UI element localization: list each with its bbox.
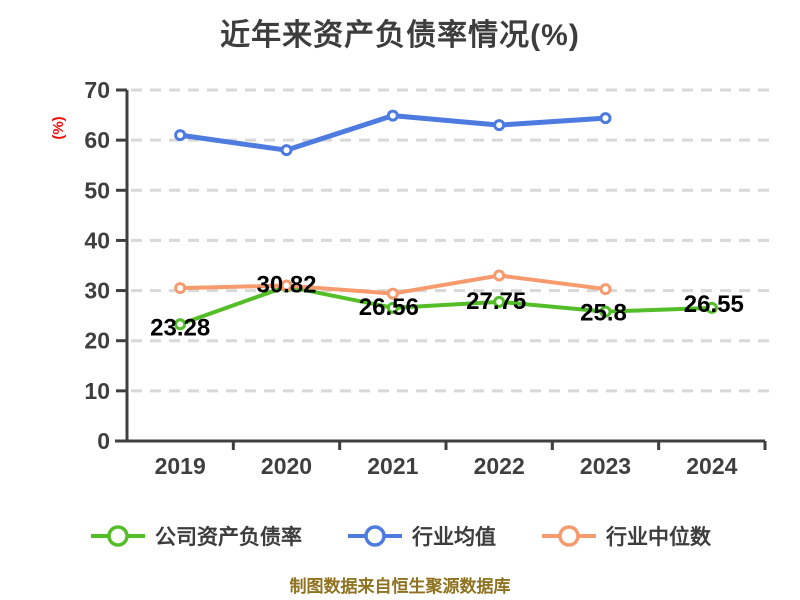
plot-area: 0 10 20 30 40 50 60 70 2019 2020 2021 2022 2023 2024 (… bbox=[50, 77, 769, 479]
legend-item-industry_avg[interactable]: 行业均值 bbox=[346, 521, 496, 551]
y-tick-label: 60 bbox=[84, 127, 110, 153]
value-label: 27.75 bbox=[466, 288, 526, 315]
data-point-industry_avg[interactable] bbox=[280, 144, 293, 157]
data-source-note: 制图数据来自恒生聚源数据库 bbox=[289, 577, 511, 596]
legend-label-company: 公司资产负债率 bbox=[155, 526, 302, 549]
data-point-company[interactable] bbox=[386, 301, 399, 314]
value-label: 26.56 bbox=[359, 294, 419, 321]
data-point-company[interactable] bbox=[599, 305, 612, 318]
legend-label-industry_avg: 行业均值 bbox=[412, 526, 496, 549]
legend-item-company[interactable]: 公司资产负债率 bbox=[89, 521, 302, 551]
legend-item-industry_median[interactable]: 行业中位数 bbox=[540, 521, 711, 551]
y-tick-label: 70 bbox=[84, 77, 110, 103]
legend-marker-company bbox=[91, 525, 145, 547]
x-tick-label: 2019 bbox=[155, 453, 206, 479]
data-point-industry_median[interactable] bbox=[174, 282, 187, 295]
data-point-industry_avg[interactable] bbox=[599, 112, 612, 125]
x-tick-label: 2024 bbox=[686, 453, 737, 479]
x-tick-label: 2020 bbox=[261, 453, 312, 479]
data-point-company[interactable] bbox=[705, 301, 718, 314]
y-axis-unit-label: (%) bbox=[50, 116, 67, 139]
x-tick-label: 2023 bbox=[580, 453, 631, 479]
value-label: 23.28 bbox=[150, 314, 210, 341]
x-tick-label: 2021 bbox=[367, 453, 418, 479]
series-line-company bbox=[178, 284, 714, 327]
y-tick-label: 30 bbox=[84, 278, 110, 304]
data-point-industry_median[interactable] bbox=[493, 269, 506, 282]
y-tick-label: 10 bbox=[84, 378, 110, 404]
x-tick-label: 2022 bbox=[474, 453, 525, 479]
legend-marker-industry_avg bbox=[348, 525, 402, 547]
value-label: 30.82 bbox=[256, 271, 316, 298]
data-point-industry_avg[interactable] bbox=[386, 109, 399, 122]
data-point-industry_median[interactable] bbox=[599, 283, 612, 296]
data-point-company[interactable] bbox=[493, 295, 506, 308]
legend: 公司资产负债率 行业均值 行业中位数 bbox=[0, 518, 800, 554]
data-point-industry_median[interactable] bbox=[280, 279, 293, 292]
legend-label-industry_median: 行业中位数 bbox=[606, 526, 711, 549]
y-tick-label: 40 bbox=[84, 227, 110, 253]
data-point-industry_avg[interactable] bbox=[174, 129, 187, 142]
data-point-industry_median[interactable] bbox=[386, 287, 399, 300]
value-label: 25.8 bbox=[580, 300, 627, 327]
y-tick-label: 20 bbox=[84, 328, 110, 354]
chart-title: 近年来资产负债率情况(%) bbox=[220, 19, 580, 52]
y-tick-label: 0 bbox=[97, 428, 110, 454]
y-tick-label: 50 bbox=[84, 177, 110, 203]
value-label: 26.55 bbox=[684, 291, 744, 318]
legend-marker-industry_median bbox=[542, 525, 596, 547]
data-point-company[interactable] bbox=[174, 318, 187, 331]
data-point-industry_avg[interactable] bbox=[493, 119, 506, 132]
